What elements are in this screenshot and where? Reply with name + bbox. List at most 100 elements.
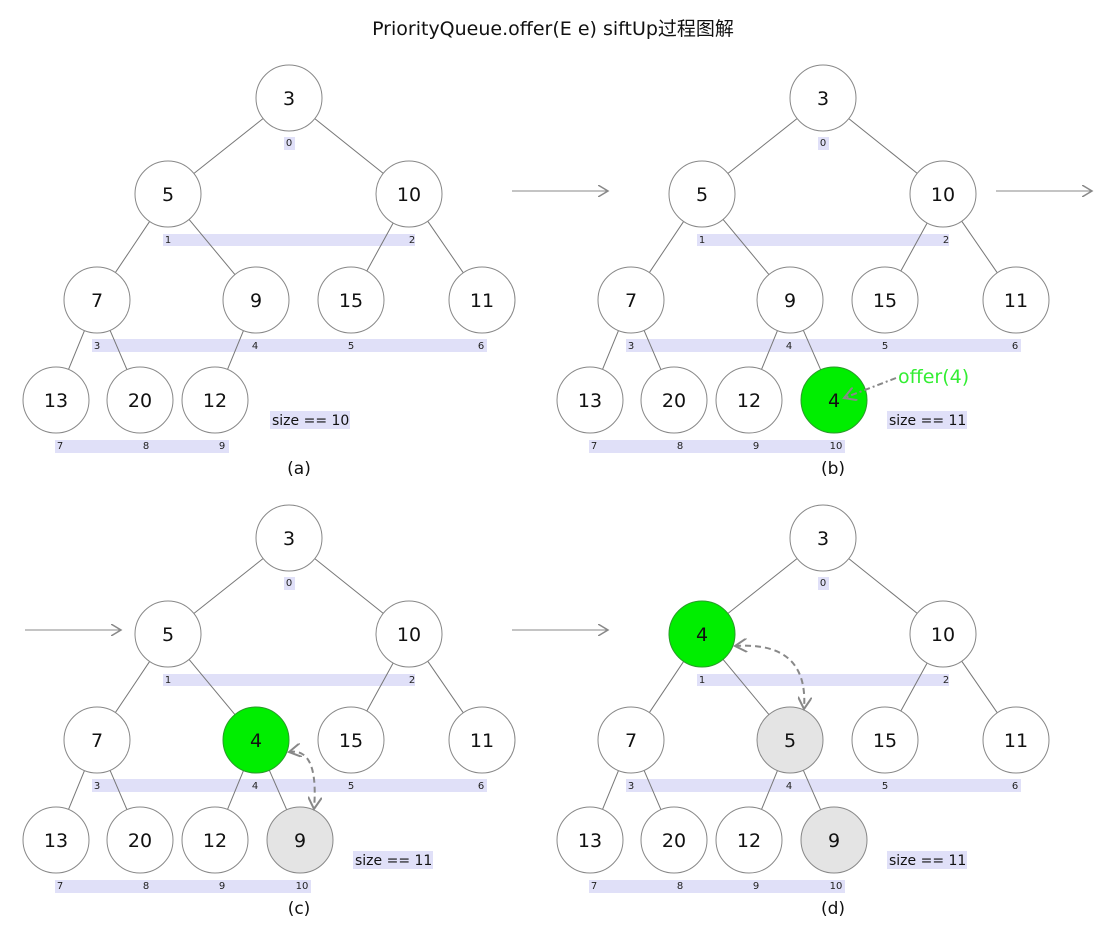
node-value: 12 — [737, 830, 761, 852]
node-circle — [909, 160, 977, 228]
node-value: 7 — [625, 290, 637, 312]
heap-node: 7 — [63, 266, 131, 334]
node-circle — [851, 706, 919, 774]
node-index: 1 — [699, 675, 705, 686]
swap-arrow — [735, 646, 804, 709]
tree-edge — [900, 662, 928, 712]
heap-node: 9 — [756, 266, 824, 334]
panel-caption: (a) — [287, 459, 311, 479]
size-label-bg — [270, 411, 350, 429]
tree-edge — [961, 220, 998, 274]
heap-node: 12 — [181, 806, 249, 874]
node-index: 6 — [1012, 781, 1018, 792]
tree-edge — [643, 330, 662, 370]
tree-edge — [193, 118, 264, 174]
node-circle — [668, 160, 736, 228]
tree-edge — [188, 219, 236, 275]
tree-edge — [314, 118, 384, 174]
heap-node: 5 — [134, 600, 202, 668]
heap-node: 20 — [640, 366, 708, 434]
size-label: size == 11 — [889, 413, 966, 429]
panel-caption: (b) — [821, 459, 845, 479]
node-circle — [851, 266, 919, 334]
offer-annotation: offer(4) — [898, 366, 969, 388]
heap-node: 11 — [448, 706, 516, 774]
tree-edge — [227, 770, 244, 810]
node-index: 1 — [165, 675, 171, 686]
node-value: 7 — [91, 730, 103, 752]
node-value: 9 — [294, 830, 306, 852]
diagram-title: PriorityQueue.offer(E e) siftUp过程图解 — [372, 18, 734, 40]
index-band — [284, 577, 295, 590]
heap-node: 12 — [181, 366, 249, 434]
node-value: 11 — [1004, 290, 1028, 312]
node-index: 6 — [478, 341, 484, 352]
node-index: 3 — [94, 341, 100, 352]
node-value: 20 — [128, 830, 152, 852]
index-band — [697, 234, 949, 246]
heap-node: 11 — [448, 266, 516, 334]
index-band — [818, 577, 829, 590]
node-index: 9 — [219, 441, 225, 452]
panel-b: 3 0 5 1 10 2 7 3 9 4 15 5 11 6 13 7 20 8 12 9 4 10 size == 11 (… — [556, 64, 1050, 479]
node-circle — [222, 266, 290, 334]
tree-edge — [900, 222, 928, 272]
panel-caption: (d) — [821, 899, 845, 919]
node-value: 4 — [828, 390, 840, 412]
tree-edge — [802, 330, 822, 370]
node-circle — [909, 600, 977, 668]
node-circle — [715, 806, 783, 874]
tree-edge — [648, 661, 685, 713]
node-circle — [556, 806, 624, 874]
heap-node: 15 — [851, 706, 919, 774]
node-value: 15 — [339, 290, 363, 312]
node-index: 0 — [286, 578, 292, 589]
index-band — [92, 779, 487, 792]
node-index: 9 — [753, 881, 759, 892]
node-index: 8 — [143, 881, 149, 892]
node-circle — [715, 366, 783, 434]
node-value: 3 — [283, 528, 295, 550]
index-band — [697, 674, 949, 686]
node-circle — [448, 706, 516, 774]
node-value: 13 — [578, 830, 602, 852]
node-index: 4 — [252, 781, 258, 792]
tree-edge — [848, 558, 918, 614]
node-value: 20 — [662, 830, 686, 852]
heap-node: 10 — [909, 600, 977, 668]
node-value: 5 — [162, 624, 174, 646]
node-index: 0 — [820, 578, 826, 589]
node-circle — [789, 64, 857, 132]
node-circle — [255, 504, 323, 572]
node-index: 2 — [409, 235, 415, 246]
heap-node: 4 — [222, 706, 290, 774]
size-label: size == 10 — [272, 413, 349, 429]
node-circle — [22, 366, 90, 434]
node-index: 10 — [296, 881, 309, 892]
tree-edge — [727, 118, 798, 174]
heap-node: 5 — [668, 160, 736, 228]
index-band — [626, 339, 1021, 352]
tree-edge — [227, 330, 244, 370]
heap-node: 5 — [756, 706, 824, 774]
tree-edge — [761, 770, 778, 810]
heap-node: 13 — [556, 806, 624, 874]
node-index: 5 — [882, 781, 888, 792]
node-circle — [375, 160, 443, 228]
heap-node: 4 — [668, 600, 736, 668]
node-index: 1 — [699, 235, 705, 246]
heap-node: 13 — [22, 366, 90, 434]
tree-edge — [602, 330, 619, 370]
node-index: 4 — [786, 781, 792, 792]
tree-edge — [427, 660, 464, 714]
heap-node: 3 — [255, 64, 323, 132]
tree-edge — [427, 220, 464, 274]
heap-node: 5 — [134, 160, 202, 228]
node-index: 8 — [677, 881, 683, 892]
tree-edge — [68, 770, 85, 810]
node-circle — [640, 366, 708, 434]
tree-edge — [114, 221, 151, 273]
node-circle — [255, 64, 323, 132]
node-value: 9 — [784, 290, 796, 312]
node-circle — [982, 706, 1050, 774]
